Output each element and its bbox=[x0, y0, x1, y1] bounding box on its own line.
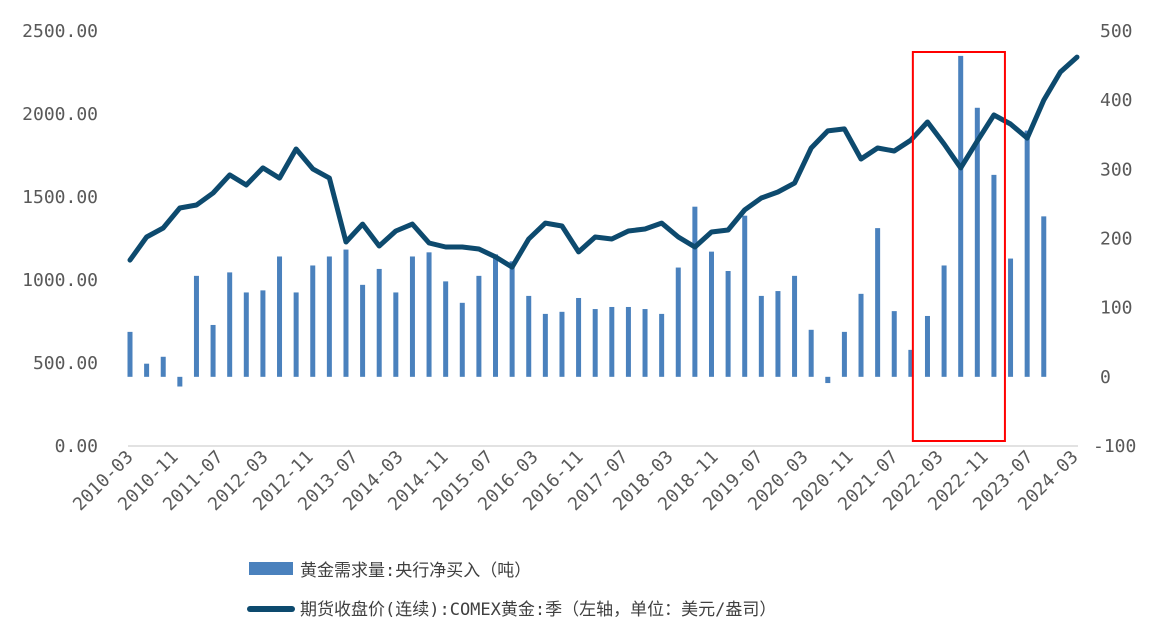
bar bbox=[991, 174, 997, 377]
bar bbox=[326, 256, 332, 377]
bar bbox=[825, 376, 831, 384]
x-axis: 2010-032010-112011-072012-032012-112013-… bbox=[69, 447, 1082, 515]
bar bbox=[393, 292, 399, 377]
bar bbox=[576, 297, 582, 377]
bar bbox=[1008, 258, 1014, 377]
left-tick-label: 1500.00 bbox=[22, 187, 98, 208]
bar bbox=[542, 313, 548, 377]
legend-label-bar: 黄金需求量:央行净买入（吨） bbox=[300, 561, 531, 581]
bar bbox=[493, 254, 499, 377]
bar bbox=[974, 107, 980, 377]
bar bbox=[310, 265, 316, 377]
legend: 黄金需求量:央行净买入（吨） 期货收盘价(连续):COMEX黄金:季（左轴，单位… bbox=[247, 561, 776, 620]
bar bbox=[476, 275, 482, 377]
right-tick-label: 100 bbox=[1100, 298, 1133, 319]
bar bbox=[360, 284, 366, 377]
bar bbox=[758, 295, 764, 377]
bar bbox=[592, 309, 598, 377]
highlight-box bbox=[911, 51, 1006, 442]
bar bbox=[443, 281, 449, 377]
bar bbox=[376, 268, 382, 377]
bar bbox=[509, 261, 515, 377]
bar bbox=[924, 315, 930, 377]
bar bbox=[260, 290, 266, 377]
bar bbox=[127, 331, 133, 377]
bar bbox=[875, 228, 881, 377]
bar bbox=[293, 292, 299, 377]
bar bbox=[891, 311, 897, 377]
bar bbox=[559, 311, 565, 377]
bar bbox=[742, 215, 748, 377]
bar bbox=[177, 376, 183, 387]
bar bbox=[1024, 130, 1030, 377]
bar bbox=[210, 324, 216, 377]
bar bbox=[625, 306, 631, 377]
left-tick-label: 2500.00 bbox=[22, 21, 98, 42]
bar bbox=[775, 291, 781, 377]
left-axis: 0.00 500.00 1000.00 1500.00 2000.00 2500.00 bbox=[22, 21, 98, 457]
bar bbox=[1041, 216, 1047, 377]
bar bbox=[659, 313, 665, 377]
legend-swatch-bar bbox=[249, 562, 293, 575]
left-tick-label: 2000.00 bbox=[22, 104, 98, 125]
legend-label-line: 期货收盘价(连续):COMEX黄金:季（左轴，单位：美元/盎司） bbox=[300, 600, 776, 620]
right-tick-label: 0 bbox=[1100, 367, 1111, 388]
left-tick-label: 0.00 bbox=[55, 436, 98, 457]
bar bbox=[343, 249, 349, 377]
bar bbox=[692, 206, 698, 377]
right-tick-label: 400 bbox=[1100, 90, 1133, 111]
bar bbox=[227, 272, 233, 377]
bar-series bbox=[127, 55, 1047, 387]
bar bbox=[243, 292, 249, 377]
bar bbox=[958, 55, 964, 377]
bar bbox=[526, 295, 532, 377]
bar bbox=[426, 252, 432, 377]
bar bbox=[792, 275, 798, 377]
bar bbox=[277, 256, 283, 377]
bar bbox=[160, 356, 166, 377]
bar bbox=[144, 363, 150, 377]
right-tick-label: 300 bbox=[1100, 159, 1133, 180]
right-tick-label: 500 bbox=[1100, 21, 1133, 42]
left-tick-label: 1000.00 bbox=[22, 270, 98, 291]
bar bbox=[858, 293, 864, 377]
bar bbox=[193, 275, 199, 377]
bar bbox=[459, 302, 465, 377]
bar bbox=[725, 271, 731, 377]
bar bbox=[675, 267, 681, 377]
bar bbox=[708, 251, 714, 377]
left-tick-label: 500.00 bbox=[33, 353, 98, 374]
line-series-gold-price bbox=[127, 54, 1080, 270]
bar bbox=[908, 349, 914, 377]
bar bbox=[808, 329, 814, 377]
bar bbox=[609, 306, 615, 377]
bar bbox=[409, 256, 415, 377]
right-tick-label: -100 bbox=[1093, 436, 1136, 457]
right-tick-label: 200 bbox=[1100, 229, 1133, 250]
bar bbox=[841, 331, 847, 377]
right-axis: -100 0 100 200 300 400 500 bbox=[1093, 21, 1136, 457]
bar bbox=[642, 309, 648, 377]
bar bbox=[941, 265, 947, 377]
